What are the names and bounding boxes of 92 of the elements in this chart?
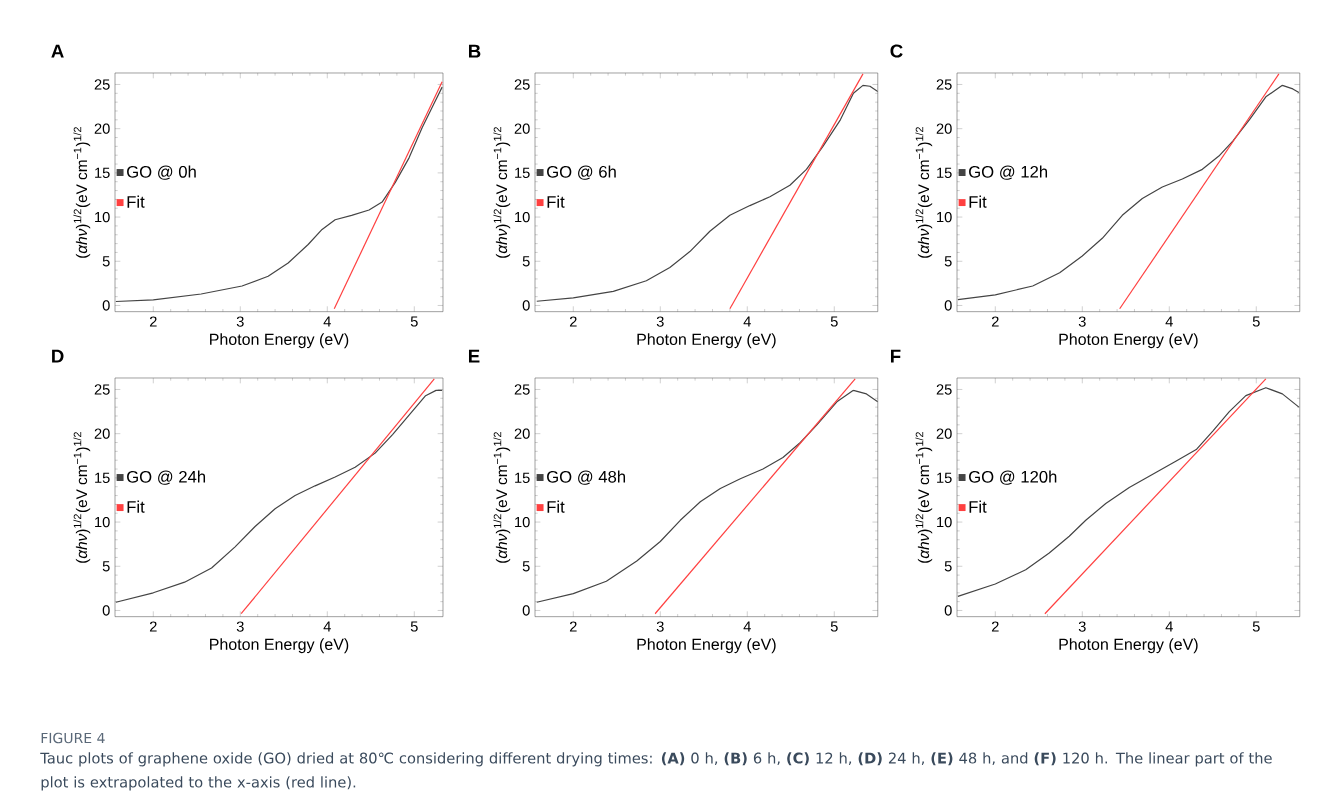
y-tick-label: 0 (944, 605, 952, 616)
legend-label: Fit (547, 195, 565, 208)
x-axis-title: Photon Energy (eV) (210, 333, 349, 349)
y-tick-label: 25 (936, 79, 952, 90)
y-tick-label: 20 (936, 428, 952, 439)
legend-label: GO @ 0h (127, 165, 196, 180)
y-tick-label: 10 (937, 516, 952, 528)
y-tick-label: 5 (102, 256, 110, 267)
y-tick-label: 25 (514, 79, 530, 90)
x-tick-label: 5 (410, 621, 418, 632)
x-tick-label: 3 (236, 316, 244, 327)
chart-title: A (51, 44, 64, 58)
y-tick-label: 0 (944, 300, 952, 311)
y-tick-label: 10 (515, 516, 530, 528)
y-tick-label: 25 (514, 384, 530, 395)
x-tick-label: 2 (991, 316, 999, 327)
y-tick-label: 5 (944, 561, 952, 572)
y-tick-label: 25 (94, 384, 110, 395)
x-tick-label: 5 (830, 621, 838, 632)
x-tick-label: 2 (569, 316, 577, 327)
chart-title: B (468, 44, 481, 58)
x-tick-label: 2 (149, 621, 157, 632)
y-tick-label: 0 (102, 605, 110, 616)
legend-label: Fit (969, 195, 987, 208)
x-tick-label: 4 (743, 316, 751, 327)
y-tick-label: 15 (937, 472, 952, 483)
y-tick-label: 0 (522, 605, 530, 616)
y-tick-label: 5 (522, 561, 530, 572)
legend-label: Fit (969, 500, 987, 513)
y-tick-label: 20 (94, 428, 110, 439)
legend-label: Fit (127, 195, 145, 208)
chart-title: C (890, 44, 903, 58)
x-tick-label: 4 (743, 621, 751, 632)
caption: FIGURE 4 (41, 732, 105, 744)
x-tick-label: 3 (236, 621, 244, 632)
x-tick-label: 2 (149, 316, 157, 327)
y-axis-title: (αhν)$^{1/2}$(eV cm$^{−1}$)$^{1/2}$ (915, 127, 933, 258)
y-axis-title: (αhν)$^{1/2}$(eV cm$^{−1}$)$^{1/2}$ (73, 127, 91, 258)
legend-label: Fit (547, 500, 565, 513)
x-tick-label: 5 (410, 316, 418, 327)
legend-label: GO @ 120h (969, 470, 1057, 485)
y-tick-label: 25 (94, 79, 110, 90)
x-tick-label: 2 (991, 621, 999, 632)
x-axis-title: Photon Energy (eV) (1059, 638, 1198, 654)
x-axis-title: Photon Energy (eV) (637, 638, 776, 654)
chart-title: F (890, 349, 901, 363)
y-tick-label: 10 (937, 211, 952, 223)
y-tick-label: 15 (937, 167, 952, 178)
y-axis-title: (αhν)$^{1/2}$(eV cm$^{−1}$)$^{1/2}$ (73, 432, 91, 563)
y-tick-label: 0 (102, 300, 110, 311)
x-tick-label: 3 (656, 621, 664, 632)
legend-label: GO @ 24h (127, 470, 206, 485)
y-axis-title: (αhν)$^{1/2}$(eV cm$^{−1}$)$^{1/2}$ (915, 432, 933, 563)
x-tick-label: 2 (569, 621, 577, 632)
x-tick-label: 4 (1165, 621, 1173, 632)
y-tick-label: 15 (95, 472, 110, 483)
y-tick-label: 15 (515, 167, 530, 178)
y-tick-label: 0 (522, 300, 530, 311)
x-tick-label: 5 (1252, 316, 1260, 327)
chart-title: E (468, 349, 480, 363)
chart-title: D (52, 349, 64, 363)
x-tick-label: 5 (1252, 621, 1260, 632)
y-tick-label: 10 (95, 516, 110, 528)
y-tick-label: 5 (522, 256, 530, 267)
x-axis-title: Photon Energy (eV) (1059, 333, 1198, 349)
y-tick-label: 10 (95, 211, 110, 223)
x-tick-label: 4 (1165, 316, 1173, 327)
x-axis-title: Photon Energy (eV) (637, 333, 776, 349)
y-tick-label: 15 (95, 167, 110, 178)
y-tick-label: 20 (936, 123, 952, 134)
x-tick-label: 3 (656, 316, 664, 327)
y-tick-label: 25 (936, 384, 952, 395)
y-axis-title: (αhν)$^{1/2}$(eV cm$^{−1}$)$^{1/2}$ (493, 432, 511, 563)
y-tick-label: 20 (514, 428, 530, 439)
y-tick-label: 20 (94, 123, 110, 134)
y-tick-label: 15 (515, 472, 530, 483)
legend-label: Fit (127, 500, 145, 513)
y-tick-label: 20 (514, 123, 530, 134)
x-tick-label: 4 (323, 316, 331, 327)
x-axis-title: Photon Energy (eV) (210, 638, 349, 654)
legend-label: GO @ 6h (547, 165, 616, 180)
y-tick-label: 10 (515, 211, 530, 223)
x-tick-label: 3 (1078, 316, 1086, 327)
x-tick-label: 5 (830, 316, 838, 327)
x-tick-label: 4 (323, 621, 331, 632)
x-tick-label: 3 (1078, 621, 1086, 632)
y-tick-label: 5 (944, 256, 952, 267)
legend-label: GO @ 12h (969, 165, 1048, 180)
legend-label: GO @ 48h (547, 470, 626, 485)
text: Tauc plots of graphene oxide (GO) dried at 80℃ considering different drying times: (A) 0 h, (B) 6 h, (C) 12 h, (D) 24 h, (E) 48 h, and (F) 120 h. The linear part of the plot is extrapolated to the x-axis (red line). (40, 752, 1272, 791)
y-tick-label: 5 (102, 561, 110, 572)
y-axis-title: (αhν)$^{1/2}$(eV cm$^{−1}$)$^{1/2}$ (493, 127, 511, 258)
